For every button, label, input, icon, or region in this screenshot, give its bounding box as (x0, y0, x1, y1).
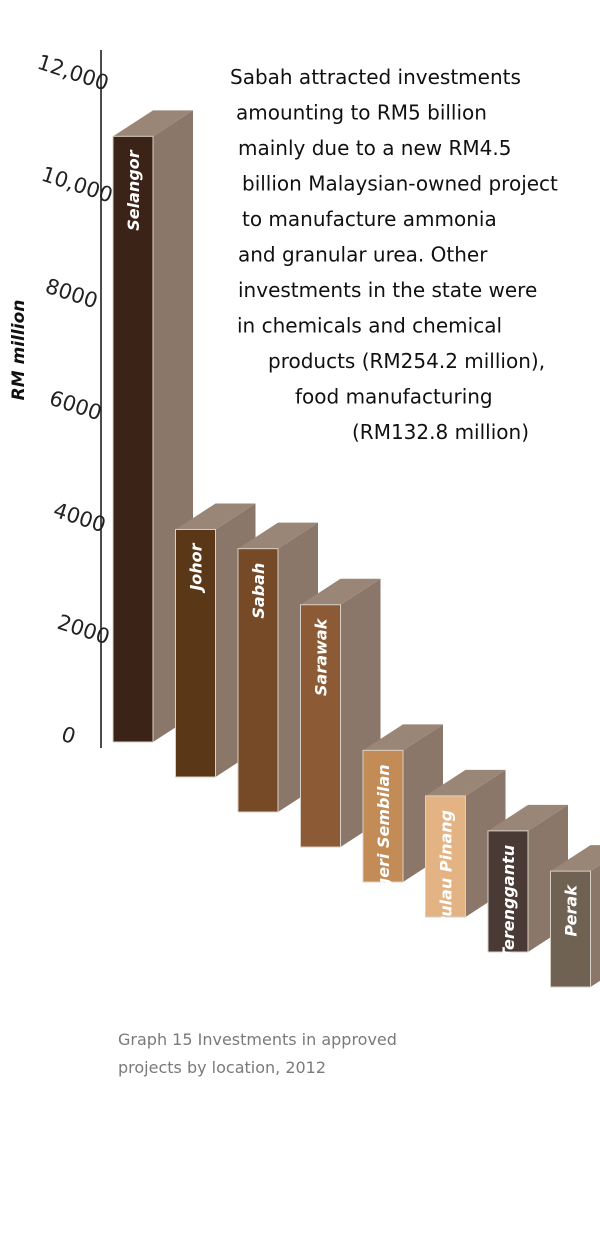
bar-top-johor (175, 503, 256, 530)
bar-top-sabah (238, 522, 318, 549)
y-tick-label: 4000 (50, 498, 108, 537)
bar-sabah (237, 548, 279, 813)
annotation-line: and granular urea. Other (238, 243, 488, 267)
annotation-line: mainly due to a new RM4.5 (238, 136, 511, 160)
y-tick-label: 12,000 (34, 50, 111, 96)
bar-side-perak (590, 864, 600, 987)
bar-sarawak (300, 604, 341, 848)
y-tick-label: 10,000 (38, 162, 115, 208)
bar-johor (175, 528, 216, 778)
category-label-terenggantu: Terenggantu (499, 845, 518, 959)
bar-terenggantu (487, 830, 529, 953)
chart-caption: Graph 15 Investments in approved project… (118, 1026, 478, 1082)
bar-top-perak (550, 845, 600, 872)
annotation-line: (RM132.8 million) (352, 420, 529, 444)
category-label-sarawak: Sarawak (312, 617, 331, 696)
annotation-line: investments in the state were (238, 278, 537, 302)
annotation-line: billion Malaysian-owned project (242, 172, 558, 196)
category-label-perak: Perak (562, 884, 581, 937)
annotation-line: products (RM254.2 million), (268, 349, 545, 373)
annotation-line: to manufacture ammonia (242, 207, 497, 231)
bar-selangor (112, 135, 154, 743)
bar-top-selangor (113, 110, 193, 137)
annotation-line: amounting to RM5 billion (236, 101, 487, 125)
y-axis-title: RM million (9, 300, 29, 401)
caption-line-1: Graph 15 Investments in approved (118, 1030, 397, 1049)
bar-top-negeri-sembilan (363, 724, 443, 751)
y-tick-label: 0 (58, 722, 78, 749)
annotation-line: in chemicals and chemical (237, 314, 502, 338)
bar-perak (550, 870, 591, 988)
bar-top-sarawak (300, 578, 381, 605)
caption-line-2: projects by location, 2012 (118, 1058, 327, 1077)
category-label-sabah: Sabah (249, 563, 268, 619)
bar-top-pulau-pinang (425, 769, 506, 796)
category-label-pulau-pinang: Pulau Pinang (437, 810, 456, 928)
y-tick-label: 2000 (54, 610, 112, 649)
y-tick-label: 6000 (46, 386, 104, 425)
bar-negeri-sembilan (362, 749, 404, 883)
y-tick-label: 8000 (42, 274, 100, 313)
annotation-line: Sabah attracted investments (230, 65, 521, 89)
bar-top-terenggantu (488, 804, 568, 831)
category-label-negeri-sembilan: Negeri Sembilan (374, 764, 393, 913)
annotation-line: food manufacturing (295, 385, 493, 409)
bar-pulau-pinang (425, 795, 466, 918)
category-label-selangor: Selangor (124, 149, 143, 230)
category-label-johor: Johor (187, 542, 206, 593)
